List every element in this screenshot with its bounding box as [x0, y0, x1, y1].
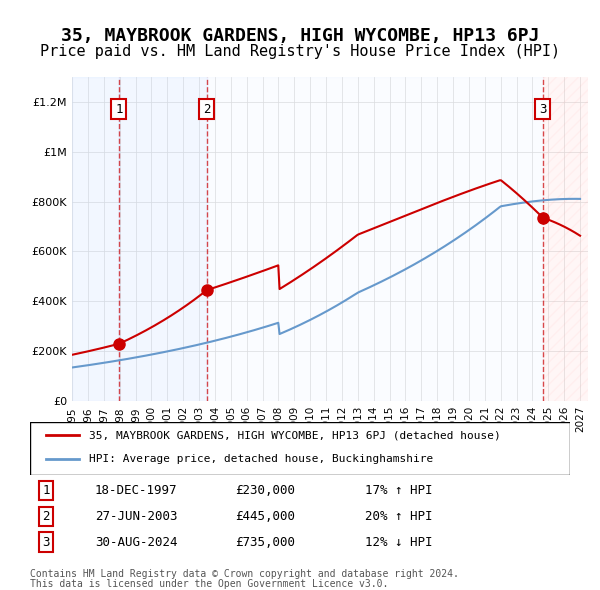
Bar [119, 77, 207, 401]
Text: 35, MAYBROOK GARDENS, HIGH WYCOMBE, HP13 6PJ (detached house): 35, MAYBROOK GARDENS, HIGH WYCOMBE, HP13… [89, 430, 501, 440]
Text: 3: 3 [539, 103, 547, 116]
Bar [543, 77, 588, 401]
FancyBboxPatch shape [30, 422, 570, 475]
Text: HPI: Average price, detached house, Buckinghamshire: HPI: Average price, detached house, Buck… [89, 454, 434, 464]
Text: 35, MAYBROOK GARDENS, HIGH WYCOMBE, HP13 6PJ: 35, MAYBROOK GARDENS, HIGH WYCOMBE, HP13… [61, 27, 539, 45]
Text: 2: 2 [43, 510, 50, 523]
Text: 17% ↑ HPI: 17% ↑ HPI [365, 484, 432, 497]
Bar [72, 77, 119, 401]
Text: £735,000: £735,000 [235, 536, 295, 549]
Text: £230,000: £230,000 [235, 484, 295, 497]
Text: This data is licensed under the Open Government Licence v3.0.: This data is licensed under the Open Gov… [30, 579, 388, 589]
Text: 12% ↓ HPI: 12% ↓ HPI [365, 536, 432, 549]
Text: Price paid vs. HM Land Registry's House Price Index (HPI): Price paid vs. HM Land Registry's House … [40, 44, 560, 59]
Text: 3: 3 [43, 536, 50, 549]
Text: 27-JUN-2003: 27-JUN-2003 [95, 510, 178, 523]
Text: 18-DEC-1997: 18-DEC-1997 [95, 484, 178, 497]
Text: 20% ↑ HPI: 20% ↑ HPI [365, 510, 432, 523]
Text: 1: 1 [115, 103, 123, 116]
Text: 30-AUG-2024: 30-AUG-2024 [95, 536, 178, 549]
Text: 1: 1 [43, 484, 50, 497]
Text: 2: 2 [203, 103, 211, 116]
Text: Contains HM Land Registry data © Crown copyright and database right 2024.: Contains HM Land Registry data © Crown c… [30, 569, 459, 579]
Bar [207, 77, 543, 401]
Text: £445,000: £445,000 [235, 510, 295, 523]
